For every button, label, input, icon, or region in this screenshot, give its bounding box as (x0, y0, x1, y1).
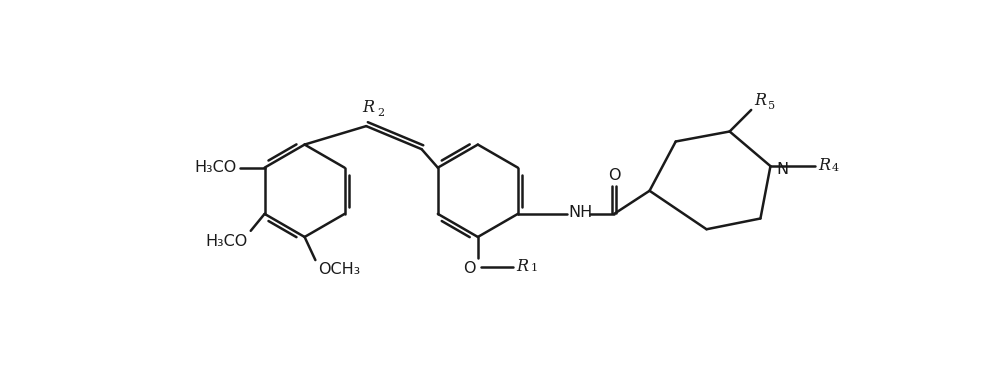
Text: 5: 5 (768, 101, 775, 112)
Text: N: N (777, 162, 789, 177)
Text: NH: NH (568, 205, 592, 220)
Text: 2: 2 (377, 107, 384, 118)
Text: H₃CO: H₃CO (195, 160, 237, 175)
Text: OCH₃: OCH₃ (318, 262, 361, 277)
Text: R: R (363, 99, 375, 116)
Text: O: O (463, 261, 476, 276)
Text: 4: 4 (832, 162, 839, 173)
Text: R: R (516, 258, 528, 275)
Text: R: R (754, 92, 766, 109)
Text: H₃CO: H₃CO (205, 234, 248, 249)
Text: 1: 1 (530, 263, 537, 273)
Text: R: R (818, 157, 830, 174)
Text: O: O (608, 168, 620, 183)
